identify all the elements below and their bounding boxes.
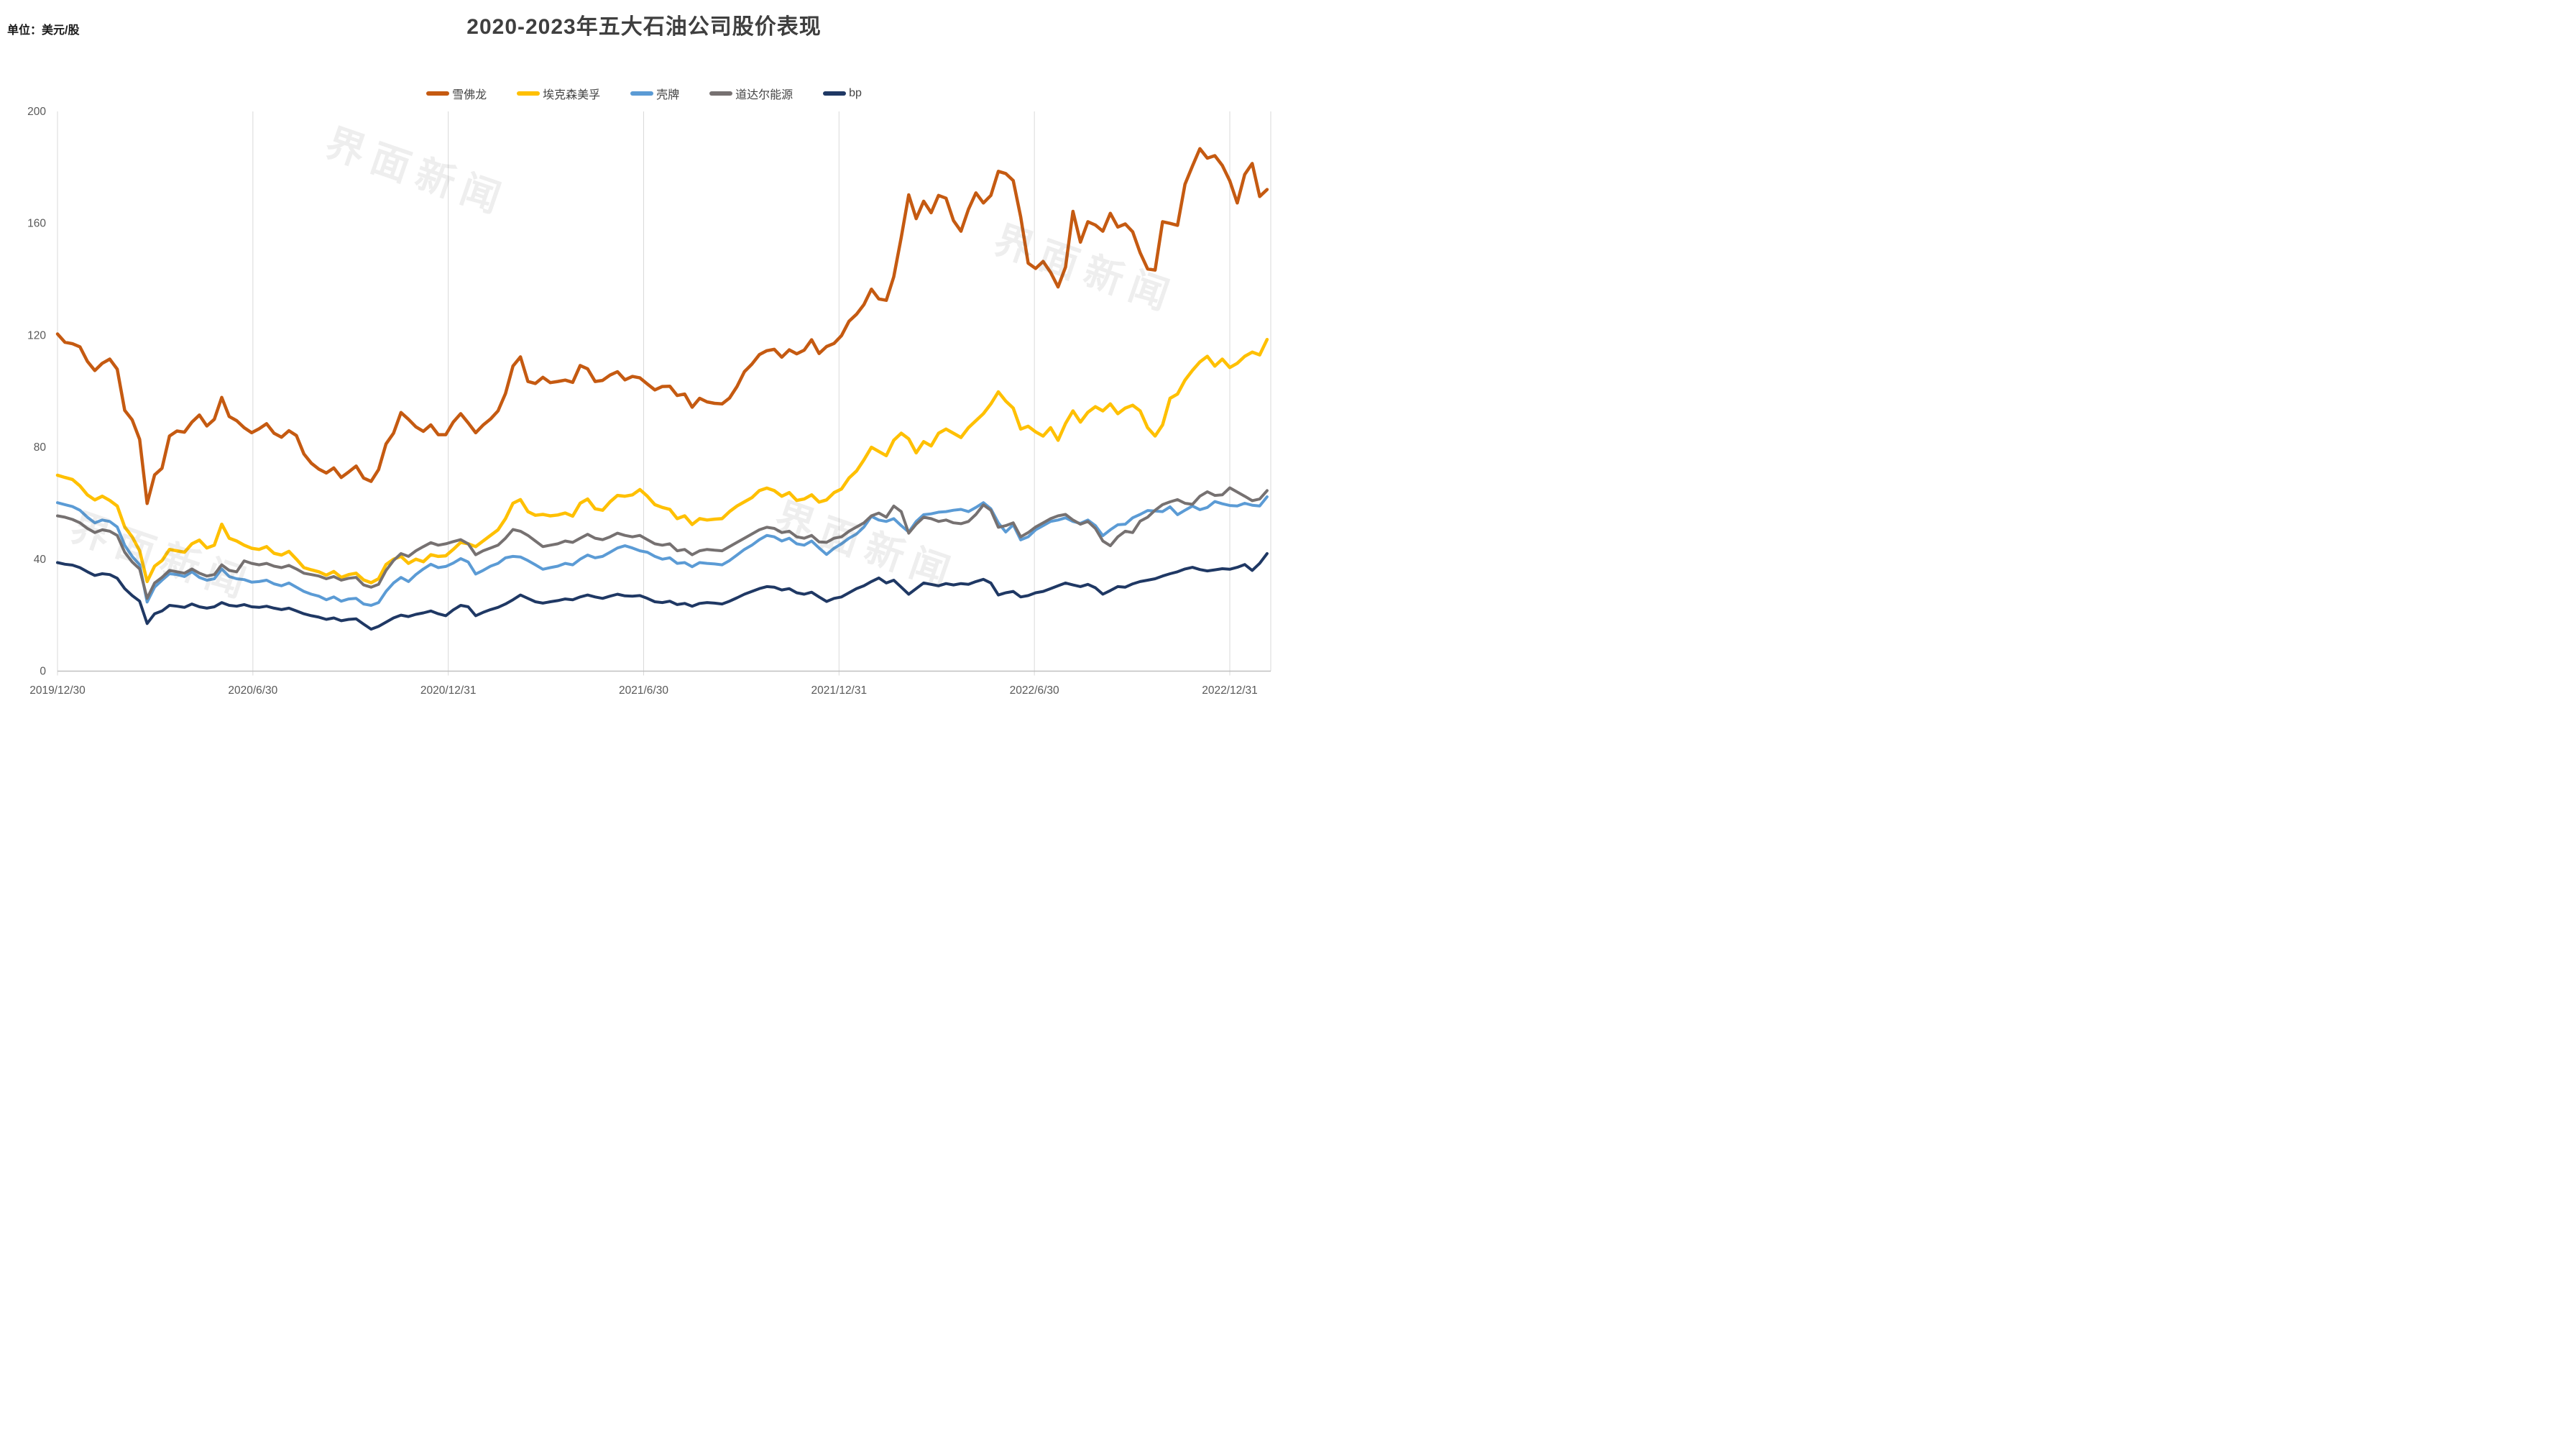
x-axis-tick-label: 2019/12/30 [29, 684, 86, 697]
legend-label: 道达尔能源 [735, 89, 794, 101]
series-line-道达尔能源 [56, 486, 1269, 600]
legend-item-雪佛龙: 雪佛龙 [426, 85, 487, 102]
x-axis-tick-label: 2021/12/31 [811, 684, 868, 697]
series-line-埃克森美孚 [55, 337, 1269, 585]
legend-item-道达尔能源: 道达尔能源 [709, 85, 793, 102]
series-line-壳牌 [56, 495, 1269, 607]
x-axis-tick-label: 2021/6/30 [619, 684, 668, 697]
legend-swatch-icon [630, 91, 654, 96]
y-axis-tick-label: 40 [34, 554, 47, 566]
chart-frame: 0 40 80 120 160 200 2019/12/30 2020/6/30 2020/12… [0, 0, 1288, 726]
x-axis-tick-label: 2022/12/31 [1202, 684, 1258, 697]
x-axis-tick-label: 2020/12/31 [420, 684, 477, 697]
legend-label: 雪佛龙 [452, 89, 487, 101]
y-axis-tick-label: 0 [40, 666, 46, 678]
series-line-雪佛龙 [55, 147, 1269, 505]
y-axis-tick-label: 120 [27, 329, 46, 342]
legend-swatch-icon [517, 91, 540, 96]
legend-label: bp [849, 87, 862, 99]
x-axis-tick-label: 2022/6/30 [1010, 684, 1059, 697]
x-axis-tick-label: 2020/6/30 [228, 684, 277, 697]
legend: 雪佛龙 埃克森美孚 壳牌 道达尔能源 bp [0, 85, 1288, 102]
y-axis-tick-label: 80 [34, 441, 47, 454]
y-axis-tick-label: 200 [27, 106, 46, 118]
series-line-bp [56, 552, 1269, 631]
y-axis-tick-label: 160 [27, 218, 46, 230]
chart-title: 2020-2023年五大石油公司股价表现 [466, 15, 822, 39]
unit-label: 单位：美元/股 [7, 24, 80, 37]
plot-area: 0 40 80 120 160 200 2019/12/30 2020/6/30 2020/12… [27, 106, 1271, 697]
legend-item-bp: bp [823, 87, 862, 100]
legend-swatch-icon [823, 91, 847, 96]
legend-swatch-icon [426, 91, 450, 96]
legend-swatch-icon [709, 91, 733, 96]
legend-item-埃克森美孚: 埃克森美孚 [517, 85, 600, 102]
legend-label: 埃克森美孚 [543, 89, 601, 101]
legend-item-壳牌: 壳牌 [630, 85, 679, 102]
legend-label: 壳牌 [656, 89, 680, 101]
